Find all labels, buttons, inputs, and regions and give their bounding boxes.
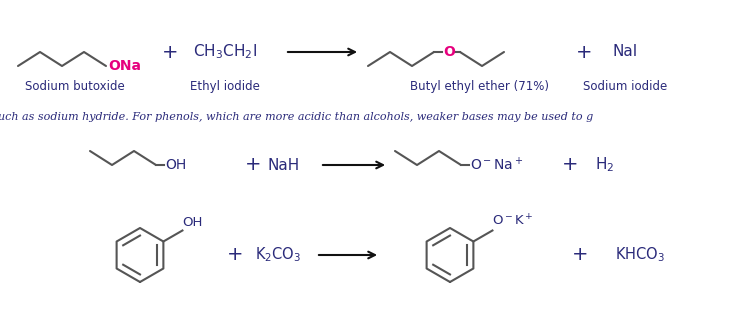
Text: Sodium butoxide: Sodium butoxide [25, 80, 125, 93]
Text: Ethyl iodide: Ethyl iodide [190, 80, 260, 93]
Text: +: + [162, 42, 178, 62]
Text: +: + [561, 155, 578, 175]
Text: +: + [576, 42, 592, 62]
Text: $\mathregular{K_2CO_3}$: $\mathregular{K_2CO_3}$ [255, 246, 301, 265]
Text: +: + [572, 246, 588, 265]
Text: Butyl ethyl ether (71%): Butyl ethyl ether (71%) [411, 80, 550, 93]
Text: $\mathregular{O^-K^+}$: $\mathregular{O^-K^+}$ [493, 213, 534, 229]
Text: $\mathregular{O^-Na^+}$: $\mathregular{O^-Na^+}$ [470, 156, 523, 174]
Text: Sodium iodide: Sodium iodide [583, 80, 667, 93]
Text: OH: OH [165, 158, 186, 172]
Text: +: + [227, 246, 243, 265]
Text: uch as sodium hydride. For phenols, which are more acidic than alcohols, weaker : uch as sodium hydride. For phenols, whic… [0, 112, 594, 122]
Text: $\mathregular{CH_3CH_2I}$: $\mathregular{CH_3CH_2I}$ [193, 43, 257, 61]
Text: OH: OH [183, 215, 202, 229]
Text: $\mathregular{H_2}$: $\mathregular{H_2}$ [595, 156, 615, 174]
Text: ONa: ONa [108, 59, 141, 73]
Text: NaH: NaH [268, 158, 300, 172]
Text: NaI: NaI [613, 45, 637, 59]
Text: +: + [245, 155, 261, 175]
Text: $\mathregular{KHCO_3}$: $\mathregular{KHCO_3}$ [615, 246, 665, 265]
Text: O: O [443, 45, 455, 59]
